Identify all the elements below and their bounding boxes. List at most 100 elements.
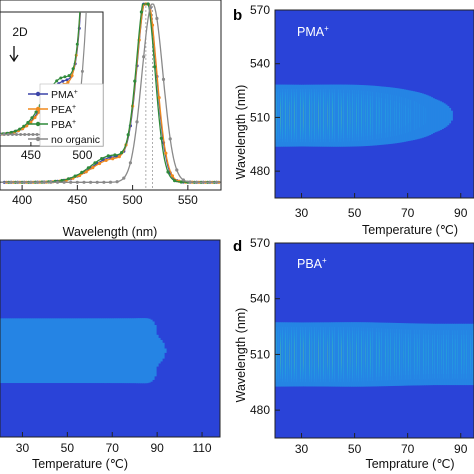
- heatmap-cell: [405, 323, 408, 386]
- heatmap-cell: [443, 103, 446, 128]
- inset-marker-3: [2, 133, 6, 136]
- legend-label: PBA+: [51, 119, 76, 131]
- panel-a-spectra: 400 450 500 550 Wavelength (nm) 450 500 2D P…: [0, 0, 222, 239]
- heatmap-cell: [156, 334, 159, 367]
- heatmap-cell: [36, 318, 39, 384]
- heatmap-cell: [363, 85, 367, 147]
- heatmap-cell: [360, 322, 363, 387]
- heatmap-cell: [352, 322, 356, 387]
- inset-marker-0: [65, 78, 69, 82]
- heatmap-cell: [343, 322, 347, 387]
- heatmap-cell: [92, 318, 95, 384]
- heatmap-cell: [416, 323, 419, 386]
- inset-marker-1: [70, 74, 74, 78]
- series-marker-3: [181, 178, 185, 182]
- heatmap-cell: [284, 84, 287, 147]
- heatmap-cell: [434, 99, 437, 133]
- heatmap-cell: [16, 318, 19, 384]
- heatmap-cell: [412, 91, 415, 141]
- heatmap-cell: [72, 318, 75, 384]
- heatmap-cell: [463, 323, 466, 386]
- legend-label: PMA+: [51, 89, 78, 101]
- heatmap-cell: [8, 318, 11, 384]
- heatmap-cell: [78, 318, 81, 384]
- heatmap-cell: [164, 348, 167, 353]
- panel-a-x-ticks: 400 450 500 550: [12, 185, 198, 207]
- series-marker-2: [113, 153, 117, 157]
- panel-a-series: [0, 2, 221, 190]
- x-tick-label: 30: [16, 441, 30, 455]
- heatmap-cell: [6, 318, 9, 384]
- heatmap-cell: [334, 84, 338, 147]
- heatmap-cell: [437, 323, 441, 386]
- heatmap-cell: [378, 322, 381, 387]
- heatmap-cell: [305, 84, 309, 147]
- heatmap-cell: [40, 318, 43, 384]
- heatmap-cell: [356, 84, 359, 147]
- heatmap-cell: [443, 323, 446, 386]
- heatmap-cell: [142, 318, 145, 384]
- inset-marker-1: [66, 80, 70, 84]
- series-marker-1: [111, 157, 115, 161]
- heatmap-cell: [340, 322, 343, 387]
- heatmap-cell: [282, 322, 285, 387]
- heatmap-cell: [158, 337, 161, 364]
- heatmap-cell: [80, 318, 83, 384]
- inset-marker-1: [79, 7, 82, 10]
- heatmap-cell: [118, 318, 121, 384]
- heatmap-cell: [136, 318, 139, 384]
- heatmap-cell: [428, 96, 432, 135]
- heatmap-cell: [12, 318, 15, 384]
- panel-b-y-axis-label: Wavelength (nm): [234, 85, 248, 180]
- heatmap-cell: [322, 84, 325, 147]
- heatmap-cell: [312, 322, 316, 387]
- heatmap-cell: [102, 318, 105, 384]
- panel-a-x-axis-label: Wavelength (nm): [63, 225, 158, 239]
- panel-b-heatmap: b PMA+ 480 510 540 570 30 50 70 90 Wavelength …: [233, 3, 474, 237]
- heatmap-cell: [430, 97, 433, 135]
- heatmap-cell: [130, 318, 133, 384]
- series-marker-3: [115, 180, 119, 184]
- heatmap-cell: [314, 84, 318, 147]
- heatmap-cell: [441, 323, 444, 386]
- heatmap-cell: [345, 322, 348, 387]
- panel-d-x-axis-label: Temprature (℃): [365, 457, 454, 471]
- heatmap-cell: [44, 318, 47, 384]
- inset-marker-3: [35, 133, 39, 136]
- heatmap-cell: [369, 322, 372, 387]
- heatmap-cell: [379, 86, 383, 145]
- heatmap-cell: [54, 318, 57, 384]
- series-marker-1: [157, 96, 161, 100]
- heatmap-cell: [60, 318, 63, 384]
- panel-d-series-label: PBA+: [297, 256, 327, 271]
- heatmap-cell: [401, 323, 405, 386]
- heatmap-cell: [452, 323, 455, 386]
- heatmap-cell: [383, 322, 386, 387]
- heatmap-cell: [428, 323, 432, 386]
- panel-c-frame: [0, 239, 221, 438]
- y-tick-label: 510: [250, 110, 270, 124]
- heatmap-cell: [414, 323, 417, 386]
- heatmap-cell: [84, 318, 87, 384]
- heatmap-cell: [108, 318, 111, 384]
- heatmap-cell: [370, 85, 374, 146]
- heatmap-cell: [336, 322, 339, 387]
- heatmap-cell: [441, 102, 444, 129]
- heatmap-cell: [419, 93, 423, 139]
- x-tick-label: 30: [295, 442, 309, 456]
- heatmap-cell: [291, 322, 294, 387]
- heatmap-cell: [311, 322, 314, 387]
- heatmap-cell: [419, 323, 423, 386]
- heatmap-cell: [110, 318, 113, 384]
- series-marker-1: [117, 155, 121, 159]
- inset-marker-3: [85, 5, 88, 8]
- heatmap-cell: [445, 104, 448, 127]
- legend-marker: [35, 91, 41, 97]
- x-tick-label: 30: [295, 206, 309, 220]
- heatmap-cell: [50, 318, 53, 384]
- heatmap-cell: [376, 86, 379, 146]
- heatmap-cell: [320, 322, 323, 387]
- heatmap-cell: [307, 84, 310, 147]
- heatmap-cell: [392, 87, 395, 144]
- heatmap-cell: [56, 318, 59, 384]
